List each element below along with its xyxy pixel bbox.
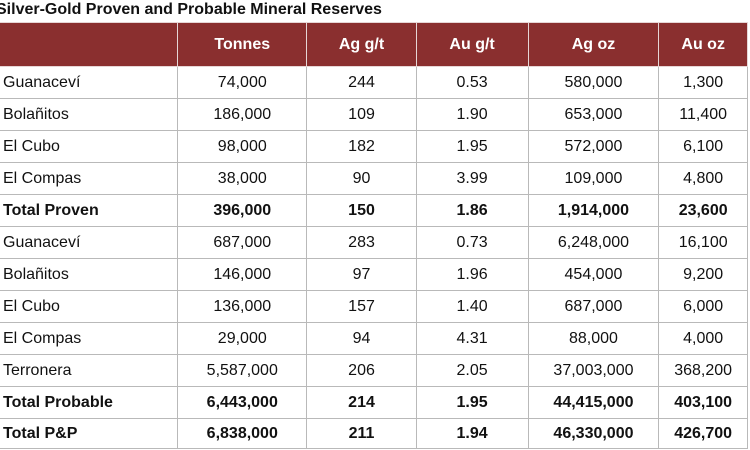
cell-au-ounces: 6,000	[658, 290, 748, 323]
cell-au-ounces: 9,200	[658, 258, 748, 291]
cell-au-grade: 1.95	[415, 130, 529, 163]
row-label: Total P&P	[0, 418, 179, 449]
cell-au-ounces: 6,100	[658, 130, 748, 163]
row-label: Guanaceví	[0, 66, 179, 99]
cell-ag-grade: 150	[306, 194, 417, 227]
row-label: El Cubo	[0, 290, 179, 323]
table-total-row: Total P&P 6,838,000 211 1.94 46,330,000 426,7…	[0, 418, 748, 449]
cell-ag-ounces: 109,000	[527, 162, 660, 195]
cell-au-grade: 0.53	[415, 66, 529, 99]
cell-tonnes: 5,587,000	[177, 354, 308, 387]
row-label: Terronera	[0, 354, 179, 387]
cell-au-ounces: 1,300	[658, 66, 748, 99]
row-label: El Compas	[0, 162, 179, 195]
cell-au-grade: 1.96	[415, 258, 529, 291]
cell-au-ounces: 16,100	[658, 226, 748, 259]
cell-tonnes: 136,000	[177, 290, 308, 323]
cell-au-ounces: 4,000	[658, 322, 748, 355]
cell-ag-grade: 97	[306, 258, 417, 291]
table-row: El Compas 38,000 90 3.99 109,000 4,800	[0, 162, 748, 195]
header-cell-ag-grade: Ag g/t	[306, 22, 417, 67]
cell-au-ounces: 23,600	[658, 194, 748, 227]
header-cell-au-ounces: Au oz	[658, 22, 748, 67]
cell-au-grade: 3.99	[415, 162, 529, 195]
cell-tonnes: 687,000	[177, 226, 308, 259]
cell-ag-grade: 211	[306, 418, 417, 449]
header-cell-ag-ounces: Ag oz	[527, 22, 660, 67]
table-total-row: Total Proven 396,000 150 1.86 1,914,000 23,60…	[0, 194, 748, 227]
cell-ag-grade: 109	[306, 98, 417, 131]
table-row: Terronera 5,587,000 206 2.05 37,003,000 368,2…	[0, 354, 748, 387]
table-row: Bolañitos 146,000 97 1.96 454,000 9,200	[0, 258, 748, 291]
cell-au-grade: 1.86	[415, 194, 529, 227]
cell-ag-grade: 94	[306, 322, 417, 355]
row-label: Bolañitos	[0, 98, 179, 131]
header-cell-corner	[0, 22, 179, 67]
reserves-table: Tonnes Ag g/t Au g/t Ag oz Au oz Guanace…	[0, 22, 748, 449]
row-label: El Cubo	[0, 130, 179, 163]
table-row: El Cubo 136,000 157 1.40 687,000 6,000	[0, 290, 748, 323]
cell-tonnes: 6,838,000	[177, 418, 308, 449]
cell-ag-grade: 157	[306, 290, 417, 323]
table-row: Guanaceví 74,000 244 0.53 580,000 1,300	[0, 66, 748, 99]
cell-ag-grade: 214	[306, 386, 417, 419]
cell-ag-ounces: 1,914,000	[527, 194, 660, 227]
cell-au-grade: 1.94	[415, 418, 529, 449]
table-row: El Cubo 98,000 182 1.95 572,000 6,100	[0, 130, 748, 163]
cell-au-ounces: 11,400	[658, 98, 748, 131]
row-label: Total Probable	[0, 386, 179, 419]
cell-au-grade: 1.95	[415, 386, 529, 419]
cell-tonnes: 396,000	[177, 194, 308, 227]
cell-ag-ounces: 44,415,000	[527, 386, 660, 419]
table-header-row: Tonnes Ag g/t Au g/t Ag oz Au oz	[0, 22, 748, 67]
cell-ag-ounces: 653,000	[527, 98, 660, 131]
row-label: Guanaceví	[0, 226, 179, 259]
cell-au-ounces: 4,800	[658, 162, 748, 195]
table-body: Guanaceví 74,000 244 0.53 580,000 1,300 Bolañi…	[0, 66, 748, 449]
cell-tonnes: 6,443,000	[177, 386, 308, 419]
cell-ag-grade: 206	[306, 354, 417, 387]
cell-tonnes: 29,000	[177, 322, 308, 355]
cell-au-ounces: 368,200	[658, 354, 748, 387]
cell-ag-grade: 283	[306, 226, 417, 259]
cell-ag-ounces: 88,000	[527, 322, 660, 355]
cell-au-grade: 1.40	[415, 290, 529, 323]
cell-ag-ounces: 46,330,000	[527, 418, 660, 449]
cell-ag-grade: 182	[306, 130, 417, 163]
cell-ag-ounces: 687,000	[527, 290, 660, 323]
table-title: Silver-Gold Proven and Probable Mineral …	[0, 1, 382, 18]
cell-tonnes: 38,000	[177, 162, 308, 195]
cell-ag-ounces: 580,000	[527, 66, 660, 99]
cell-au-grade: 4.31	[415, 322, 529, 355]
cell-au-ounces: 403,100	[658, 386, 748, 419]
cell-ag-ounces: 6,248,000	[527, 226, 660, 259]
row-label: El Compas	[0, 322, 179, 355]
table-total-row: Total Probable 6,443,000 214 1.95 44,415,000…	[0, 386, 748, 419]
cell-au-ounces: 426,700	[658, 418, 748, 449]
cell-ag-ounces: 454,000	[527, 258, 660, 291]
header-cell-au-grade: Au g/t	[415, 22, 529, 67]
table-row: El Compas 29,000 94 4.31 88,000 4,000	[0, 322, 748, 355]
cell-tonnes: 98,000	[177, 130, 308, 163]
cell-au-grade: 1.90	[415, 98, 529, 131]
cell-tonnes: 146,000	[177, 258, 308, 291]
cell-ag-ounces: 37,003,000	[527, 354, 660, 387]
cell-au-grade: 2.05	[415, 354, 529, 387]
row-label: Bolañitos	[0, 258, 179, 291]
table-row: Bolañitos 186,000 109 1.90 653,000 11,400	[0, 98, 748, 131]
cell-ag-ounces: 572,000	[527, 130, 660, 163]
cell-ag-grade: 90	[306, 162, 417, 195]
cell-au-grade: 0.73	[415, 226, 529, 259]
cell-tonnes: 74,000	[177, 66, 308, 99]
header-cell-tonnes: Tonnes	[177, 22, 308, 67]
table-row: Guanaceví 687,000 283 0.73 6,248,000 16,100	[0, 226, 748, 259]
cell-tonnes: 186,000	[177, 98, 308, 131]
cell-ag-grade: 244	[306, 66, 417, 99]
row-label: Total Proven	[0, 194, 179, 227]
